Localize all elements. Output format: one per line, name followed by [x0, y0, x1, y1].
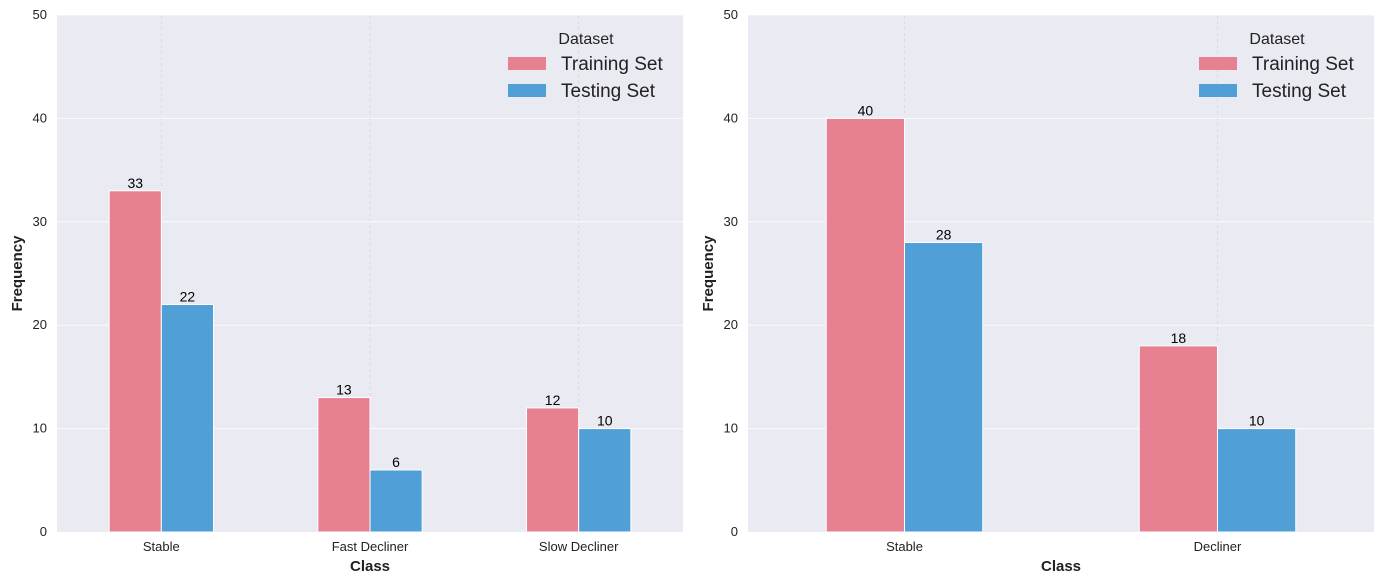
- bar-value-label: 33: [127, 175, 143, 191]
- legend-title: Dataset: [558, 31, 614, 48]
- legend-label-testing-set: Testing Set: [561, 81, 656, 102]
- legend-swatch-training-set: [1199, 57, 1237, 70]
- bar-testing-set-slow-decliner: [578, 428, 632, 533]
- y-tick-label: 0: [731, 524, 738, 539]
- bar-value-label: 10: [1249, 413, 1265, 429]
- bar-value-label: 6: [392, 454, 400, 470]
- legend-label-testing-set: Testing Set: [1252, 81, 1347, 102]
- y-axis-label: Frequency: [700, 235, 717, 312]
- y-tick-label: 10: [724, 421, 738, 436]
- legend-swatch-training-set: [508, 57, 546, 70]
- bar-value-label: 12: [545, 392, 561, 408]
- y-tick-label: 20: [724, 317, 738, 332]
- x-tick-label: Stable: [886, 539, 923, 554]
- y-tick-label: 30: [724, 214, 738, 229]
- legend-label-training-set: Training Set: [561, 54, 663, 75]
- bar-value-label: 28: [936, 226, 952, 242]
- x-axis-label: Class: [1041, 558, 1081, 575]
- bar-value-label: 18: [1171, 330, 1187, 346]
- bar-testing-set-stable: [160, 304, 214, 533]
- bar-training-set-fast-decliner: [317, 397, 371, 533]
- bar-value-label: 13: [336, 382, 352, 398]
- x-axis-label: Class: [350, 558, 390, 575]
- x-tick-label: Decliner: [1194, 539, 1242, 554]
- bar-training-set-slow-decliner: [526, 407, 580, 533]
- y-tick-label: 40: [33, 110, 47, 125]
- bar-testing-set-stable: [904, 241, 984, 533]
- x-tick-label: Stable: [143, 539, 180, 554]
- x-tick-label: Slow Decliner: [539, 539, 619, 554]
- chart-panel-2: 0 10 20 30 40 50 40 18 28 10 Stable Decliner Class Fr…: [700, 7, 1374, 575]
- legend: Dataset Training Set Testing Set: [508, 31, 663, 102]
- bar-testing-set-fast-decliner: [369, 469, 423, 533]
- legend-title: Dataset: [1249, 31, 1305, 48]
- bar-testing-set-decliner: [1217, 428, 1297, 533]
- y-tick-label: 20: [33, 317, 47, 332]
- y-tick-label: 40: [724, 110, 738, 125]
- y-tick-label: 30: [33, 214, 47, 229]
- legend: Dataset Training Set Testing Set: [1199, 31, 1354, 102]
- y-tick-label: 50: [33, 7, 47, 22]
- bar-training-set-decliner: [1138, 345, 1218, 533]
- legend-label-training-set: Training Set: [1252, 54, 1354, 75]
- legend-swatch-testing-set: [508, 84, 546, 97]
- y-tick-label: 10: [33, 421, 47, 436]
- bar-training-set-stable: [108, 190, 162, 533]
- bar-value-label: 22: [180, 289, 196, 305]
- x-tick-label: Fast Decliner: [332, 539, 409, 554]
- y-tick-label: 0: [40, 524, 47, 539]
- legend-swatch-testing-set: [1199, 84, 1237, 97]
- bar-value-label: 40: [858, 102, 874, 118]
- y-tick-label: 50: [724, 7, 738, 22]
- y-axis-label: Frequency: [9, 235, 26, 312]
- bar-training-set-stable: [825, 117, 905, 533]
- chart-panel-1: 0 10 20 30 40 50 33 13 12 22 6 10 Stable Fast Decline…: [9, 7, 683, 575]
- bar-value-label: 10: [597, 413, 613, 429]
